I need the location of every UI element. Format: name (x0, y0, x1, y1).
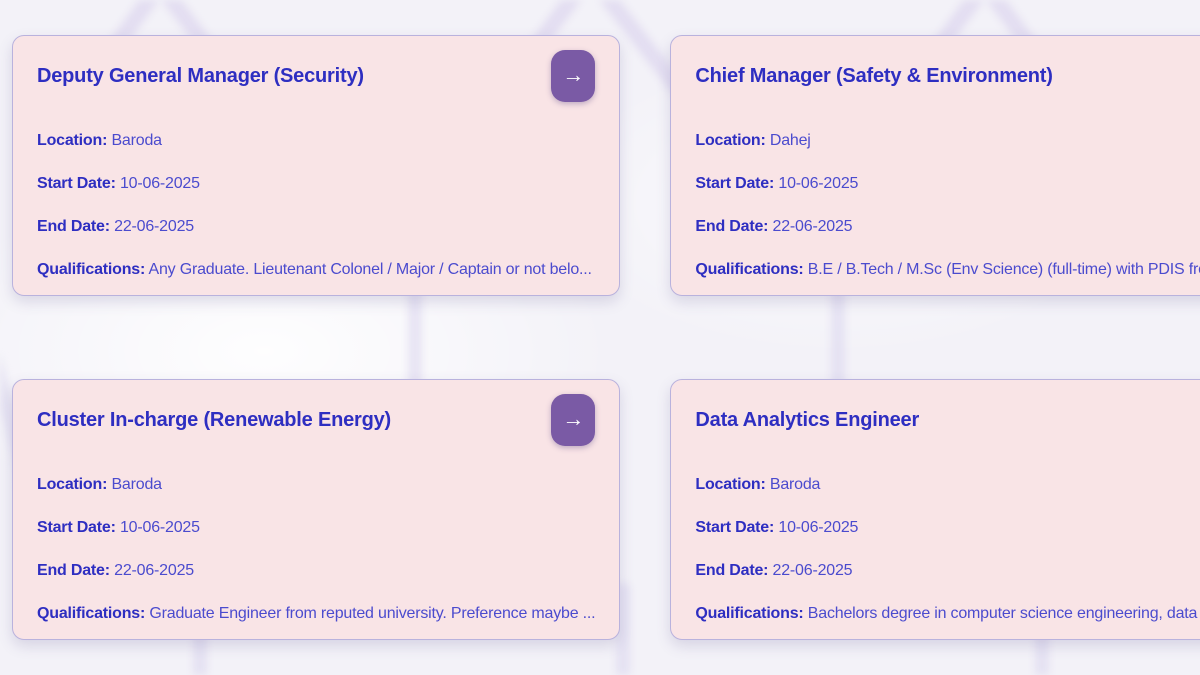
location-value: Baroda (111, 132, 162, 149)
job-qualifications-row: Qualifications: Any Graduate. Lieutenant… (37, 259, 595, 281)
location-label: Location: (695, 476, 766, 493)
location-label: Location: (37, 476, 108, 493)
job-start-date-row: Start Date: 10-06-2025 (695, 173, 1200, 195)
job-location-row: Location: Baroda (37, 130, 595, 152)
start-date-value: 10-06-2025 (119, 519, 200, 536)
job-title: Cluster In-charge (Renewable Energy) (37, 408, 392, 431)
job-location-row: Location: Dahej (695, 130, 1200, 152)
job-end-date-row: End Date: 22-06-2025 (37, 216, 595, 238)
arrow-right-icon: → (562, 62, 585, 87)
job-start-date-row: Start Date: 10-06-2025 (37, 517, 595, 539)
job-card: Cluster In-charge (Renewable Energy) → L… (12, 379, 621, 640)
job-start-date-row: Start Date: 10-06-2025 (37, 173, 595, 195)
job-card-header: Data Analytics Engineer → (695, 394, 1200, 446)
job-end-date-row: End Date: 22-06-2025 (37, 560, 595, 582)
location-label: Location: (37, 132, 108, 149)
end-date-label: End Date: (695, 218, 769, 235)
start-date-value: 10-06-2025 (778, 519, 859, 536)
qualifications-value: Any Graduate. Lieutenant Colonel / Major… (148, 261, 592, 278)
job-end-date-row: End Date: 22-06-2025 (695, 560, 1200, 582)
qualifications-label: Qualifications: (37, 261, 146, 278)
start-date-label: Start Date: (695, 175, 775, 192)
qualifications-value: Bachelors degree in computer science eng… (807, 605, 1200, 622)
job-card-header: Cluster In-charge (Renewable Energy) → (37, 394, 596, 446)
job-location-row: Location: Baroda (37, 474, 595, 496)
open-job-button[interactable]: → (551, 50, 596, 102)
job-qualifications-row: Qualifications: Graduate Engineer from r… (37, 603, 595, 625)
qualifications-value: Graduate Engineer from reputed universit… (149, 605, 596, 622)
location-label: Location: (695, 132, 766, 149)
job-card: Deputy General Manager (Security) → Loca… (12, 35, 621, 296)
job-start-date-row: Start Date: 10-06-2025 (695, 517, 1200, 539)
qualifications-value: B.E / B.Tech / M.Sc (Env Science) (full-… (807, 261, 1200, 278)
job-title: Data Analytics Engineer (695, 408, 920, 431)
job-qualifications-row: Qualifications: Bachelors degree in comp… (695, 603, 1200, 625)
open-job-button[interactable]: → (551, 394, 596, 446)
job-card: Chief Manager (Safety & Environment) → L… (670, 35, 1200, 296)
end-date-label: End Date: (37, 562, 110, 579)
end-date-label: End Date: (37, 218, 110, 235)
start-date-value: 10-06-2025 (119, 175, 200, 192)
location-value: Baroda (111, 476, 162, 493)
job-card-header: Deputy General Manager (Security) → (37, 50, 596, 102)
arrow-right-icon: → (562, 406, 585, 431)
location-value: Dahej (769, 132, 811, 149)
qualifications-label: Qualifications: (695, 605, 804, 622)
job-title: Chief Manager (Safety & Environment) (695, 64, 1053, 87)
start-date-label: Start Date: (37, 175, 116, 192)
end-date-value: 22-06-2025 (114, 218, 194, 235)
end-date-value: 22-06-2025 (114, 562, 194, 579)
job-qualifications-row: Qualifications: B.E / B.Tech / M.Sc (Env… (695, 259, 1200, 281)
job-end-date-row: End Date: 22-06-2025 (695, 216, 1200, 238)
start-date-label: Start Date: (37, 519, 116, 536)
start-date-value: 10-06-2025 (778, 175, 859, 192)
start-date-label: Start Date: (695, 519, 775, 536)
end-date-label: End Date: (695, 562, 769, 579)
job-location-row: Location: Baroda (695, 474, 1200, 496)
job-cards-grid: Deputy General Manager (Security) → Loca… (12, 35, 1200, 640)
qualifications-label: Qualifications: (695, 261, 804, 278)
end-date-value: 22-06-2025 (772, 562, 853, 579)
location-value: Baroda (769, 476, 821, 493)
qualifications-label: Qualifications: (37, 605, 146, 622)
job-card-header: Chief Manager (Safety & Environment) → (695, 50, 1200, 102)
end-date-value: 22-06-2025 (772, 218, 853, 235)
job-card: Data Analytics Engineer → Location: Baro… (670, 379, 1200, 640)
job-title: Deputy General Manager (Security) (37, 64, 364, 87)
